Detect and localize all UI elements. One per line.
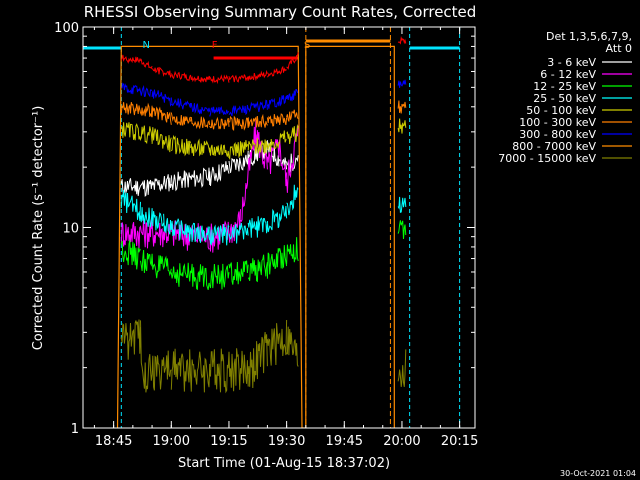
series-line (116, 45, 395, 428)
series-4 (120, 118, 407, 161)
legend-label: 800 - 7000 keV (512, 140, 596, 153)
series-2 (120, 220, 407, 291)
x-tick-label: 20:00 (383, 434, 420, 449)
series-line (120, 220, 407, 291)
axes: 18:45 19:00 19:15 19:30 19:45 20:00 20:15 1 10 10… (54, 21, 478, 449)
x-tick-label: 20:15 (441, 434, 478, 449)
annotation-label: F (212, 40, 218, 51)
series-line (120, 36, 407, 85)
legend-header: Att 0 (606, 42, 632, 55)
legend-label: 25 - 50 keV (533, 92, 596, 105)
y-axis-label: Corrected Count Rate (s⁻¹ detector⁻¹) (31, 106, 46, 351)
series-5 (120, 100, 407, 131)
legend-label: 100 - 300 keV (519, 116, 596, 129)
series-6 (121, 79, 407, 117)
series-7 (116, 45, 395, 428)
series-line (120, 118, 407, 161)
y-tick-label: 10 (62, 222, 79, 237)
annotation-label: S (304, 40, 310, 51)
x-axis-label: Start Time (01-Aug-15 18:37:02) (178, 456, 390, 471)
legend-label: 7000 - 15000 keV (498, 152, 596, 165)
y-tick-label: 1 (71, 422, 79, 437)
x-tick-label: 19:45 (326, 434, 363, 449)
legend-label: 3 - 6 keV (547, 56, 596, 69)
series-line (120, 100, 407, 131)
x-tick-label: 18:45 (95, 434, 132, 449)
series-0 (120, 140, 299, 197)
legend-label: 6 - 12 keV (540, 68, 596, 81)
series-line (120, 184, 407, 246)
legend-header: Det 1,3,5,6,7,9, (546, 30, 632, 43)
series-3 (120, 184, 407, 246)
y-tick-label: 100 (54, 21, 79, 36)
legend-label: 50 - 100 keV (526, 104, 596, 117)
series-8 (120, 319, 407, 394)
series-line (120, 140, 299, 197)
chart-title: RHESSI Observing Summary Count Rates, Co… (84, 3, 477, 21)
x-tick-label: 19:15 (210, 434, 247, 449)
annotation-label: N (143, 40, 150, 51)
legend-label: 12 - 25 keV (533, 80, 596, 93)
series-line (121, 79, 407, 117)
series-line (120, 319, 407, 394)
series-20 (120, 36, 407, 85)
x-tick-label: 19:00 (153, 434, 190, 449)
footer-timestamp: 30-Oct-2021 01:04 (560, 469, 636, 478)
legend-label: 300 - 800 keV (519, 128, 596, 141)
x-tick-label: 19:30 (268, 434, 305, 449)
